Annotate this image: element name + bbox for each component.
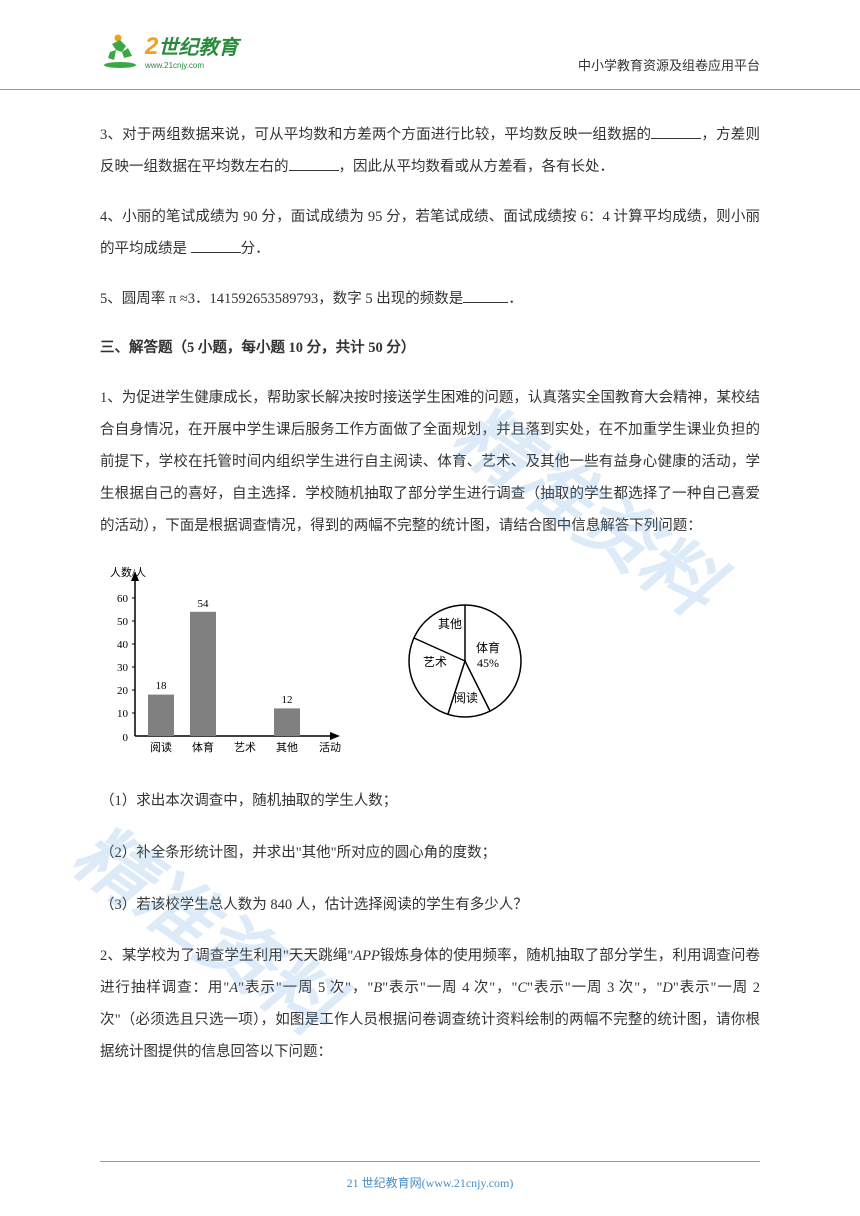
svg-text:活动: 活动 — [319, 741, 341, 754]
logo-text: 2世纪教育 www.21cnjy.com — [145, 31, 238, 70]
svg-text:50: 50 — [117, 616, 129, 628]
page-footer: 21 世纪教育网(www.21cnjy.com) — [100, 1161, 760, 1191]
svg-text:60: 60 — [117, 593, 129, 605]
section3-q1-sub2: （2）补全条形统计图，并求出"其他"所对应的圆心角的度数； — [100, 838, 760, 870]
svg-text:阅读: 阅读 — [454, 691, 478, 705]
section3-q1-sub1: （1）求出本次调查中，随机抽取的学生人数； — [100, 786, 760, 818]
logo-icon — [100, 30, 140, 70]
bar-chart: 人数/人 0 10 20 30 40 50 60 18 54 — [100, 561, 360, 761]
question-4: 4、小丽的笔试成绩为 90 分，面试成绩为 95 分，若笔试成绩、面试成绩按 6… — [100, 202, 760, 266]
svg-text:45%: 45% — [477, 656, 499, 670]
section3-q2: 2、某学校为了调查学生利用"天天跳绳"APP锻炼身体的使用频率，随机抽取了部分学… — [100, 941, 760, 1069]
svg-text:体育: 体育 — [192, 740, 214, 754]
svg-text:体育: 体育 — [476, 640, 500, 655]
page-header: 2世纪教育 www.21cnjy.com 中小学教育资源及组卷应用平台 — [0, 0, 860, 90]
svg-text:艺术: 艺术 — [234, 741, 256, 754]
logo-url: www.21cnjy.com — [145, 61, 238, 70]
svg-text:30: 30 — [117, 662, 129, 674]
logo-main: 世纪教育 — [158, 37, 238, 59]
y-label: 人数/人 — [110, 566, 146, 579]
svg-text:0: 0 — [123, 732, 129, 744]
section-3-title: 三、解答题（5 小题，每小题 10 分，共计 50 分） — [100, 333, 760, 365]
blank — [463, 288, 508, 303]
pie-chart: 其他 体育 45% 艺术 阅读 — [400, 596, 530, 726]
svg-text:20: 20 — [117, 685, 129, 697]
logo-brand: 2世纪教育 — [145, 31, 238, 61]
blank — [289, 156, 339, 171]
svg-text:其他: 其他 — [438, 617, 462, 631]
page-content: 3、对于两组数据来说，可从平均数和方差两个方面进行比较，平均数反映一组数据的，方… — [0, 90, 860, 1069]
charts: 人数/人 0 10 20 30 40 50 60 18 54 — [100, 561, 760, 761]
logo-prefix: 2 — [145, 33, 158, 60]
svg-text:12: 12 — [282, 694, 293, 706]
svg-text:18: 18 — [156, 680, 168, 692]
question-3: 3、对于两组数据来说，可从平均数和方差两个方面进行比较，平均数反映一组数据的，方… — [100, 120, 760, 184]
svg-text:54: 54 — [198, 598, 210, 610]
svg-text:阅读: 阅读 — [150, 740, 172, 754]
blank — [651, 125, 701, 140]
header-subtitle: 中小学教育资源及组卷应用平台 — [578, 55, 760, 74]
section3-q1-sub3: （3）若该校学生总人数为 840 人，估计选择阅读的学生有多少人？ — [100, 890, 760, 922]
svg-text:其他: 其他 — [276, 741, 298, 754]
section3-q1: 1、为促进学生健康成长，帮助家长解决按时接送学生困难的问题，认真落实全国教育大会… — [100, 383, 760, 542]
svg-text:艺术: 艺术 — [423, 655, 447, 669]
logo: 2世纪教育 www.21cnjy.com — [100, 30, 238, 70]
svg-text:10: 10 — [117, 708, 129, 720]
question-5: 5、圆周率 π ≈3．141592653589793，数字 5 出现的频数是． — [100, 284, 760, 316]
blank — [191, 238, 241, 253]
svg-text:40: 40 — [117, 639, 129, 651]
